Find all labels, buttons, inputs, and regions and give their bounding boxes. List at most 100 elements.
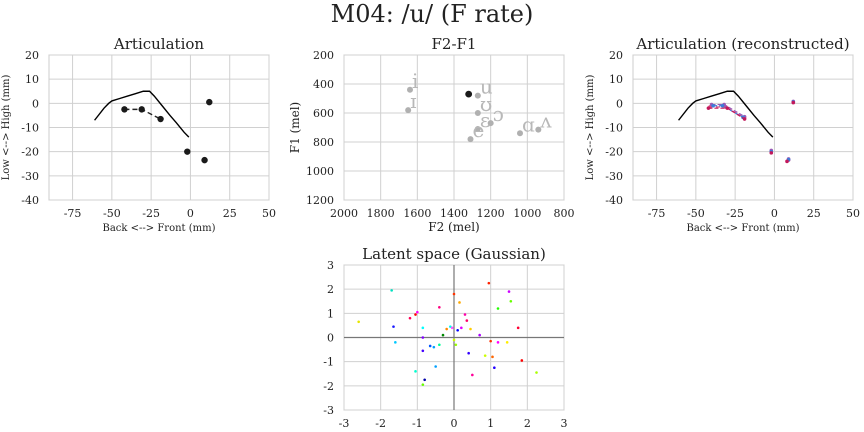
vowel-label: e: [473, 118, 485, 142]
y-axis-label: F1 (mel): [288, 102, 302, 153]
latent-point: [509, 299, 513, 303]
latent-point: [390, 289, 393, 292]
latent-point: [478, 333, 481, 337]
x-tick-label: -75: [64, 207, 82, 220]
latent-point: [535, 371, 538, 374]
x-tick-label: 25: [807, 207, 821, 220]
latent-point: [493, 366, 496, 370]
latent-point: [414, 370, 417, 373]
latent-point: [438, 343, 441, 347]
latent-point: [441, 333, 445, 337]
x-tick-label: 50: [262, 207, 276, 220]
latent-point: [423, 378, 426, 382]
reconstructed-point: [706, 106, 711, 110]
y-tick-label: 400: [313, 78, 334, 91]
target-point: [465, 90, 473, 98]
latent-point: [421, 336, 425, 339]
x-tick-label: 1000: [513, 207, 541, 220]
y-tick-label: -20: [605, 146, 623, 159]
panel-title: Articulation: [113, 35, 204, 53]
latent-point: [392, 325, 395, 328]
latent-point: [452, 338, 456, 342]
articulation-point: [201, 156, 208, 164]
latent-point: [445, 327, 448, 331]
x-tick-label: -50: [103, 207, 121, 220]
x-tick-label: 1400: [440, 207, 468, 220]
latent-point: [434, 365, 437, 368]
latent-point: [432, 345, 436, 349]
y-tick-label: 0: [616, 97, 623, 110]
reconstructed-point: [769, 151, 774, 155]
vowel-point: [474, 125, 481, 132]
x-tick-label: 1200: [477, 207, 505, 220]
y-tick-label: 0: [32, 97, 39, 110]
panel-title: F2-F1: [432, 35, 477, 53]
y-tick-label: 2: [327, 283, 334, 296]
x-tick-label: 0: [451, 417, 458, 430]
articulation-point: [138, 106, 145, 113]
latent-point: [516, 326, 520, 330]
latent-point: [452, 292, 456, 296]
x-tick-label: 0: [187, 207, 194, 220]
vowel-point: [405, 107, 412, 114]
articulation-point: [157, 115, 164, 123]
y-axis-label: Low <--> High (mm): [1, 75, 12, 181]
reconstructed-point: [720, 103, 725, 108]
y-tick-label: 10: [609, 73, 623, 86]
latent-point: [414, 313, 417, 316]
y-tick-label: 10: [25, 73, 39, 86]
latent-point: [450, 326, 454, 330]
vowel-label: u: [480, 75, 493, 99]
palate-line: [678, 90, 774, 138]
latent-point: [421, 326, 425, 330]
x-tick-label: -25: [142, 207, 160, 220]
x-tick-label: -2: [375, 417, 386, 430]
latent-point: [421, 349, 425, 353]
latent-point: [465, 319, 469, 322]
x-tick-label: -3: [339, 417, 350, 430]
vowel-point: [467, 136, 474, 143]
y-tick-label: -30: [21, 170, 39, 183]
latent-point: [458, 301, 461, 304]
y-tick-label: 1000: [306, 165, 334, 178]
latent-point: [505, 341, 509, 344]
latent-point: [428, 344, 432, 348]
vowel-point: [474, 110, 481, 116]
x-tick-label: 1600: [403, 207, 431, 220]
articulation-point: [206, 98, 213, 106]
y-tick-label: -3: [323, 404, 334, 417]
y-tick-label: -10: [605, 122, 623, 135]
y-tick-label: 0: [327, 332, 334, 345]
latent-point: [449, 325, 452, 328]
x-tick-label: 1: [487, 417, 494, 430]
figure-title: M04: /u/ (F rate): [330, 0, 534, 28]
x-tick-label: 1800: [367, 207, 395, 220]
y-tick-label: 20: [25, 49, 39, 62]
y-tick-label: -40: [21, 194, 39, 207]
latent-point: [463, 313, 467, 316]
vowel-label: i: [412, 69, 418, 93]
reconstructed-point: [742, 117, 747, 121]
latent-point: [460, 326, 463, 330]
x-tick-label: -75: [648, 207, 666, 220]
x-tick-label: 0: [771, 207, 778, 220]
reconstructed-point: [711, 103, 715, 108]
x-tick-label: -1: [412, 417, 423, 430]
x-tick-label: 2000: [330, 207, 358, 220]
x-axis-label: Back <--> Front (mm): [103, 223, 216, 234]
articulation-point: [121, 106, 128, 113]
vowel-point: [407, 86, 413, 93]
vowel-label: ɛ: [480, 108, 490, 132]
latent-point: [416, 310, 419, 314]
articulation-point: [184, 148, 191, 155]
panel-title: Articulation (reconstructed): [635, 35, 849, 53]
x-tick-label: -25: [726, 207, 744, 220]
vowel-label: ɑ: [522, 112, 535, 136]
y-tick-label: -1: [323, 356, 334, 369]
latent-point: [471, 373, 474, 377]
vowel-label: ɪ: [410, 89, 416, 113]
latent-point: [469, 327, 472, 331]
latent-point: [483, 354, 487, 357]
latent-point: [487, 281, 491, 285]
